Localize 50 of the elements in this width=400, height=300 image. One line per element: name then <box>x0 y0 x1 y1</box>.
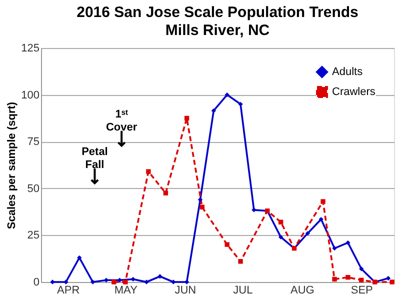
point <box>332 276 337 282</box>
y-tick-label: 100 <box>21 89 40 102</box>
y-tick-label: 125 <box>21 42 40 54</box>
point <box>252 208 256 212</box>
chart-subtitle: Mills River, NC <box>165 22 270 39</box>
point <box>211 108 216 114</box>
point <box>123 280 128 284</box>
point <box>224 242 230 247</box>
point <box>278 234 284 240</box>
point <box>90 280 96 284</box>
point <box>386 276 391 281</box>
point <box>144 280 149 284</box>
point <box>346 274 350 280</box>
point <box>390 280 394 284</box>
point <box>332 246 337 251</box>
x-tick-label: AUG <box>290 284 314 296</box>
x-tick-label: JUL <box>233 284 253 296</box>
x-tick-label: SEP <box>350 284 373 296</box>
point <box>359 278 364 282</box>
point <box>305 230 310 236</box>
point <box>320 199 326 204</box>
y-tick-label: 25 <box>27 230 40 242</box>
x-tick-label: JUN <box>174 284 196 296</box>
point <box>171 280 176 284</box>
legend-label: Crawlers <box>332 86 376 98</box>
point <box>112 280 116 284</box>
x-tick-label: APR <box>57 284 80 296</box>
point <box>158 274 162 279</box>
point <box>224 92 230 98</box>
y-axis-title: Scales per sample (sqrt) <box>6 102 18 230</box>
point <box>146 169 151 174</box>
point <box>346 240 350 246</box>
annotation: Petal Fall <box>82 146 108 171</box>
y-tick-label: 0 <box>33 276 40 288</box>
point <box>278 220 284 224</box>
point <box>359 266 364 272</box>
point <box>198 197 203 202</box>
annotation: 1ˢᵗ Cover <box>106 108 138 134</box>
chart-title: 2016 San Jose Scale Population Trends <box>76 4 358 21</box>
y-tick-label: 75 <box>27 136 40 148</box>
y-tick-label: 50 <box>27 182 40 195</box>
legend-label: Adults <box>332 66 364 78</box>
point <box>64 280 68 284</box>
x-tick-label: MAY <box>114 284 138 296</box>
point <box>200 204 204 210</box>
point <box>184 116 190 121</box>
point <box>238 259 243 264</box>
point <box>163 190 168 196</box>
point <box>318 216 324 222</box>
point <box>50 280 55 284</box>
